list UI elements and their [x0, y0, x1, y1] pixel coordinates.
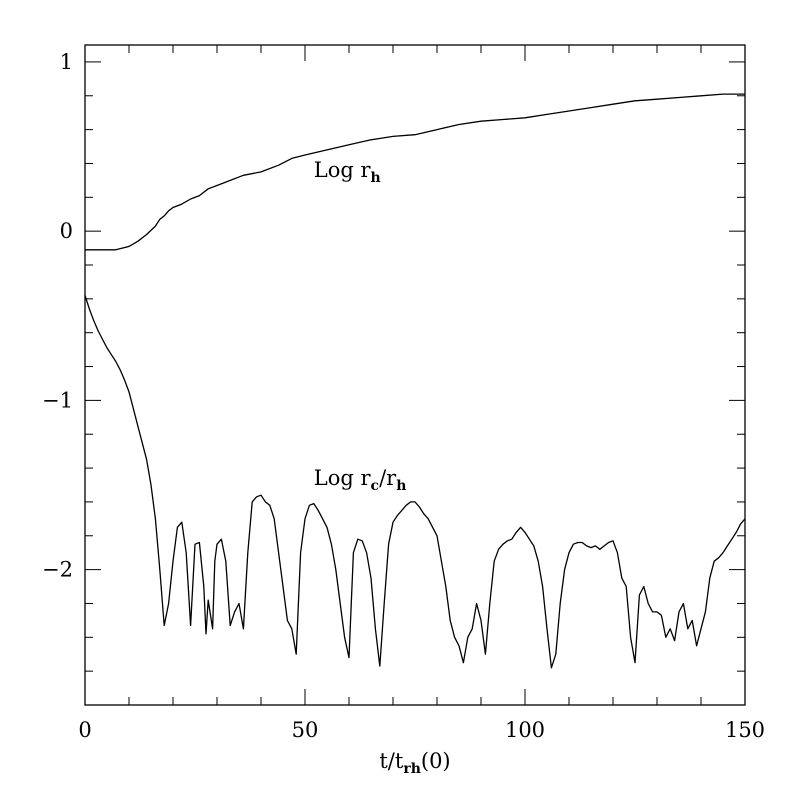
x-axis-label-tail: (0): [421, 749, 451, 773]
plot-frame: [84, 44, 746, 706]
x-tick-label: 150: [725, 718, 765, 742]
y-tick-label: −1: [42, 388, 73, 412]
series-label-mid: /r: [379, 466, 397, 490]
y-tick-label: 1: [60, 50, 73, 74]
series-label-main: Log r: [314, 158, 372, 182]
axis-ticks: [84, 45, 746, 705]
series-line-1: [85, 93, 745, 251]
series-label-main: Log r: [314, 466, 372, 490]
x-axis-label: t/trh(0): [379, 749, 450, 777]
y-tick-label: −2: [42, 558, 73, 582]
x-tick-label: 100: [505, 718, 545, 742]
series-line-2: [84, 295, 746, 669]
series-label-1: Log rh: [314, 158, 381, 186]
series-label-2: Log rc/rh: [314, 466, 407, 494]
x-tick-labels: 0 50 100 150: [78, 718, 765, 742]
y-tick-label: 0: [60, 219, 73, 243]
series-lines: [84, 93, 746, 669]
series-label-sub2: h: [396, 478, 406, 494]
x-axis-label-main: t/t: [379, 749, 404, 773]
y-tick-labels: −2 −1 0 1: [42, 50, 73, 582]
series-label-sub: h: [371, 170, 381, 186]
series-label-sub: c: [371, 478, 380, 494]
x-tick-label: 0: [78, 718, 91, 742]
x-axis-label-sub: rh: [403, 761, 421, 777]
x-tick-label: 50: [292, 718, 319, 742]
